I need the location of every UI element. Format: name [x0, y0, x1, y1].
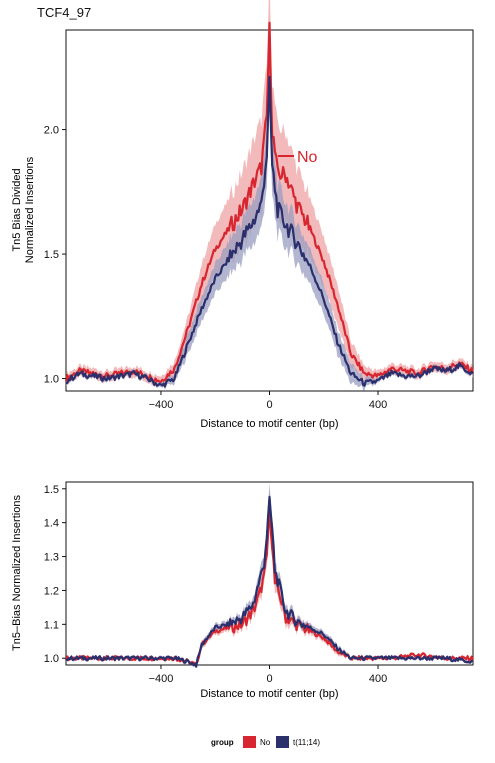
panel-bottom-ytick-label-0: 1.0 [44, 653, 59, 665]
panel-bottom-lines [64, 495, 474, 668]
panel-bottom-ytick-label-4: 1.4 [44, 518, 59, 530]
legend: group No t(11;14) [211, 736, 320, 748]
panel-top-ytick-label-1: 1.5 [44, 249, 59, 261]
panel-bottom-series-t1114 [65, 495, 474, 668]
legend-swatch-t1114 [276, 736, 289, 748]
panel-top-xtick-label-0: −400 [149, 399, 174, 411]
panel-bottom-xtick-label-0: −400 [149, 673, 174, 685]
panel-top-chart: −400 0 400 1.0 1.5 2.0 Distance to motif cen… [11, 0, 475, 430]
panel-bottom-ytick-label-5: 1.5 [44, 484, 59, 496]
panel-bottom-ylabel: Tn5–Bias Normalized Insertions [11, 495, 23, 651]
panel-top-lines [64, 21, 475, 388]
panel-top-ylabel-line1: Tn5 Bias Divided [11, 168, 23, 251]
panel-bottom-ytick-label-1: 1.1 [44, 619, 59, 631]
panel-top-xtick-label-1: 0 [266, 399, 272, 411]
panel-top-xticks: −400 0 400 [149, 391, 387, 411]
panel-bottom-series-no [64, 503, 474, 665]
panel-top-ytick-label-0: 1.0 [44, 374, 59, 386]
legend-label-t1114: t(11;14) [293, 738, 320, 747]
panel-top-yticks: 1.0 1.5 2.0 [44, 125, 66, 386]
panel-bottom-ytick-label-3: 1.3 [44, 552, 59, 564]
legend-title: group [211, 738, 234, 747]
panel-top-series-t1114 [65, 75, 474, 388]
panel-bottom-xtick-label-2: 400 [369, 673, 387, 685]
panel-bottom-chart: −400 0 400 1.0 1.1 1.2 1.3 1.4 1.5 Distance to … [11, 481, 474, 700]
panel-bottom-xtick-label-1: 0 [266, 673, 272, 685]
panel-bottom-xlabel: Distance to motif center (bp) [200, 688, 338, 700]
panel-top-xlabel: Distance to motif center (bp) [200, 418, 338, 430]
panel-bottom-ytick-label-2: 1.2 [44, 585, 59, 597]
panel-top-annotation: No [278, 149, 318, 166]
legend-swatch-no [243, 736, 256, 748]
legend-label-no: No [260, 738, 271, 747]
panel-top-ytick-label-2: 2.0 [44, 125, 59, 137]
panel-top-ylabel-line2: Normalized Insertions [24, 156, 36, 263]
panel-top-xtick-label-2: 400 [369, 399, 387, 411]
panel-bottom-xticks: −400 0 400 [149, 665, 387, 685]
annotation-label: No [297, 149, 318, 166]
figure-title: TCF4_97 [37, 5, 91, 20]
panel-bottom-yticks: 1.0 1.1 1.2 1.3 1.4 1.5 [44, 484, 66, 665]
